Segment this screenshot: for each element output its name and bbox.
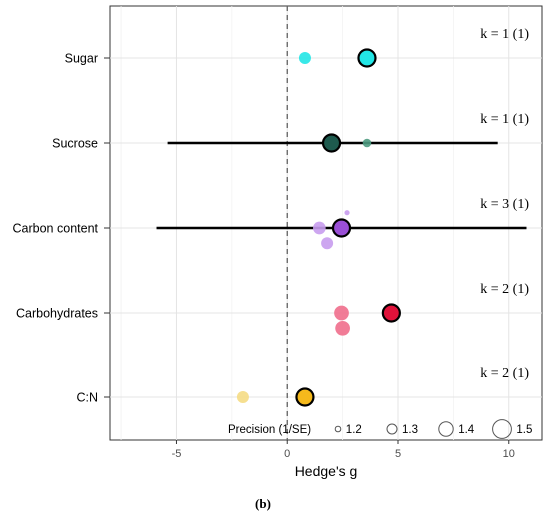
legend-key [334,425,342,433]
k-label: k = 2 (1) [480,282,529,297]
study-point [334,305,349,321]
legend-label: 1.5 [516,424,532,436]
k-label: k = 1 (1) [480,112,529,127]
x-tick-label: 10 [503,448,515,460]
k-labels: k = 1 (1) k = 1 (1) k = 3 (1) k = 2 (1) k = … [480,27,529,381]
study-points [236,52,372,403]
x-tick-label: -5 [172,448,182,460]
x-tick-label: 5 [395,448,401,460]
category-label: Sucrose [52,137,98,151]
summary-points [295,48,401,407]
summary-point [331,218,352,238]
study-point [344,210,350,216]
summary-point [295,387,315,407]
legend-key [438,421,454,437]
category-label: Sugar [65,52,98,66]
k-label: k = 2 (1) [480,366,529,381]
x-axis-label: Hedge's g [295,463,358,479]
legend-key [386,423,398,435]
category-label: C:N [76,391,98,405]
legend-label: 1.4 [458,424,475,436]
category-labels: Sugar Sucrose Carbon content Carbohydrates C… [13,52,110,405]
figure-caption: (b) [255,496,271,511]
k-label: k = 3 (1) [480,197,529,212]
summary-point [357,48,377,68]
legend-label: 1.3 [402,424,418,436]
legend-title: Precision (1/SE) [228,424,311,436]
study-point [321,237,334,250]
summary-point [381,303,401,323]
study-point [298,52,311,64]
panel-background [109,5,543,441]
category-label: Carbohydrates [16,307,98,321]
legend-key [492,419,512,439]
summary-point [321,133,342,153]
x-tick-label: 0 [284,448,290,460]
x-axis-ticks: -5 0 5 10 [172,440,515,460]
k-label: k = 1 (1) [480,27,529,42]
study-point [313,221,326,235]
legend-label: 1.2 [346,424,362,436]
category-label: Carbon content [13,222,99,236]
precision-legend: Precision (1/SE) 1.2 1.3 1.4 1.5 [228,419,532,439]
study-point [236,391,249,403]
study-point [362,138,372,148]
study-point [335,320,350,336]
